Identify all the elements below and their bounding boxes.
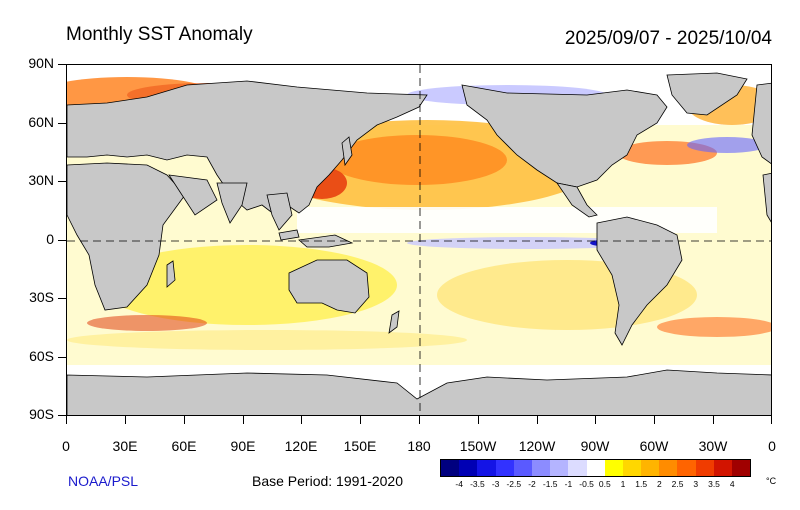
colorbar-tick-label: -4	[455, 479, 463, 489]
colorbar-tick-label: -1.5	[542, 479, 558, 489]
colorbar-tick-label: -2.5	[506, 479, 522, 489]
lat-tick	[58, 123, 66, 124]
lon-label-60w: 60W	[639, 438, 669, 454]
lon-label-150e: 150E	[343, 438, 377, 454]
colorbar-swatch	[513, 460, 532, 476]
lat-label-60n: 60N	[28, 114, 54, 130]
colorbar-swatch	[713, 460, 732, 476]
source-label: NOAA/PSL	[68, 473, 139, 489]
colorbar-tick-label: -2	[528, 479, 536, 489]
lon-tick	[654, 416, 655, 424]
colorbar-tick-label: 2.5	[671, 479, 684, 489]
lon-tick	[125, 416, 126, 424]
colorbar-swatch	[622, 460, 642, 476]
lon-label-150w: 150W	[459, 438, 497, 454]
lon-label-0: 0	[62, 438, 70, 454]
colorbar-tick-label: 3	[693, 479, 699, 489]
colorbar-swatch	[568, 460, 587, 476]
lat-tick	[58, 415, 66, 416]
lat-tick	[58, 240, 66, 241]
lon-tick	[478, 416, 479, 424]
lon-tick	[419, 416, 420, 424]
colorbar-unit: °C	[766, 476, 777, 486]
colorbar-swatch	[531, 460, 551, 476]
lat-label-90n: 90N	[28, 55, 54, 71]
lon-tick	[360, 416, 361, 424]
lon-label-120e: 120E	[284, 438, 318, 454]
colorbar-swatch	[495, 460, 514, 476]
date-range: 2025/09/07 - 2025/10/04	[564, 28, 772, 49]
lon-tick	[713, 416, 714, 424]
sst-anomaly-map	[66, 64, 772, 416]
lon-tick	[301, 416, 302, 424]
colorbar-swatch	[732, 460, 751, 476]
lat-tick	[58, 357, 66, 358]
colorbar-swatch	[459, 460, 478, 476]
lat-tick	[58, 181, 66, 182]
colorbar-swatch	[677, 460, 696, 476]
colorbar-swatch	[659, 460, 678, 476]
colorbar-swatch	[550, 460, 569, 476]
lon-label-60e: 60E	[171, 438, 197, 454]
colorbar-tick-label: 4	[729, 479, 735, 489]
colorbar-tick-label: -0.5	[579, 479, 594, 489]
colorbar-swatch	[586, 460, 605, 476]
lon-label-90e: 90E	[230, 438, 256, 454]
colorbar-tick-label: -1	[564, 479, 573, 489]
land-masses	[67, 72, 771, 415]
lon-label-180: 180	[407, 438, 431, 454]
lat-label-90s: 90S	[29, 406, 54, 422]
lon-label-120w: 120W	[518, 438, 556, 454]
colorbar-tick-label: 1.5	[635, 479, 648, 489]
lon-tick	[184, 416, 185, 424]
lat-tick	[58, 298, 66, 299]
map-title: Monthly SST Anomaly	[66, 24, 253, 45]
lon-tick	[595, 416, 596, 424]
colorbar-tick-label: 1	[620, 479, 626, 489]
colorbar-tick-label: 3.5	[708, 479, 720, 489]
colorbar-swatch	[604, 460, 623, 476]
colorbar-swatch	[641, 460, 660, 476]
lon-tick	[537, 416, 538, 424]
colorbar-swatch	[695, 460, 714, 476]
colorbar-tick-label: -3	[491, 479, 500, 489]
lon-label-0-east: 0	[768, 438, 776, 454]
colorbar	[440, 459, 752, 477]
lat-tick	[58, 64, 66, 65]
lat-label-0: 0	[46, 231, 54, 247]
lat-label-30n: 30N	[28, 172, 54, 188]
lon-tick	[243, 416, 244, 424]
colorbar-tick-label: 2	[657, 479, 662, 489]
lat-label-30s: 30S	[29, 289, 54, 305]
lon-tick	[771, 416, 772, 424]
colorbar-swatch	[477, 460, 496, 476]
base-period-label: Base Period: 1991-2020	[252, 473, 403, 489]
lon-label-30e: 30E	[112, 438, 138, 454]
colorbar-swatch	[441, 460, 460, 476]
map-canvas	[67, 65, 771, 415]
lon-label-30w: 30W	[698, 438, 728, 454]
colorbar-tick-label: 0.5	[598, 479, 611, 489]
lon-label-90w: 90W	[580, 438, 610, 454]
lon-tick	[66, 416, 67, 424]
lat-label-60s: 60S	[29, 348, 54, 364]
colorbar-tick-label: -3.5	[470, 479, 485, 489]
